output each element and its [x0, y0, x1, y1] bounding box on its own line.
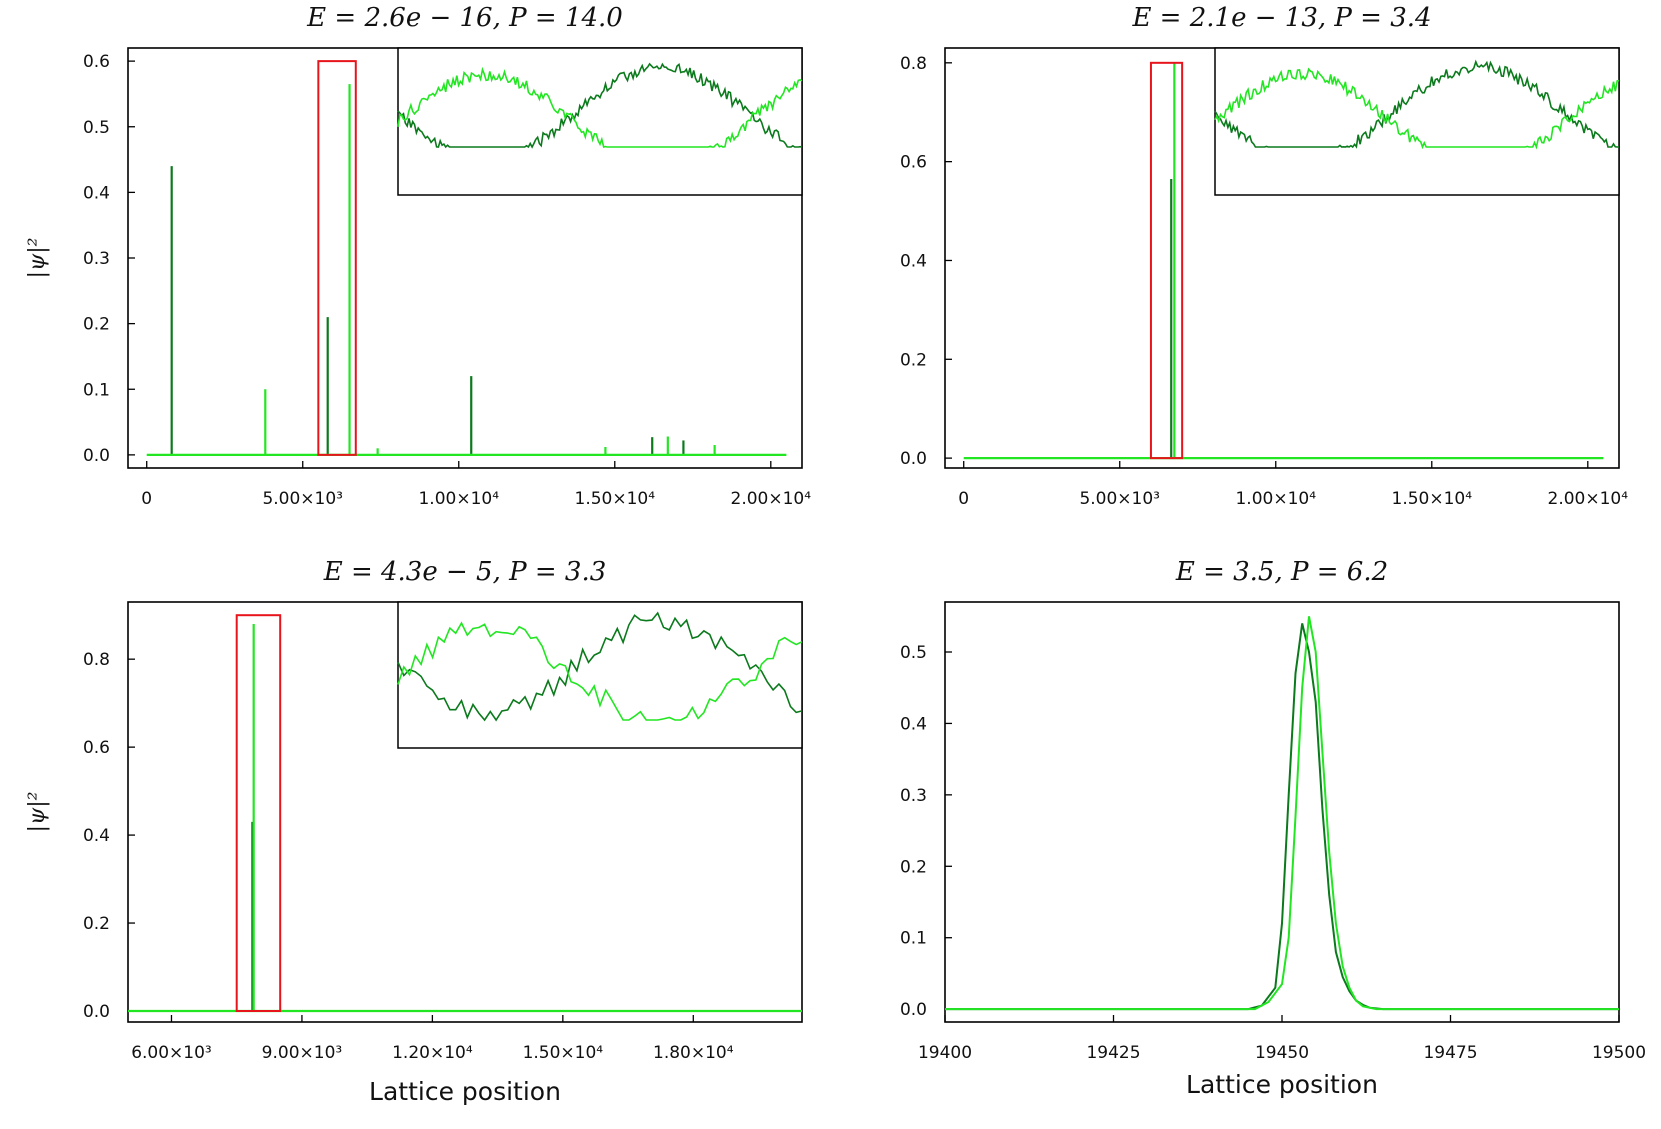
x-tick-label: 1.50×10⁴ [523, 1043, 604, 1063]
inset-frame [397, 47, 803, 196]
y-tick-label: 0.6 [83, 738, 110, 758]
y-tick-label: 0.2 [900, 857, 927, 877]
y-tick-label: 0.5 [83, 118, 110, 138]
inset-series-dark [397, 611, 803, 722]
y-tick-label: 0.6 [83, 52, 110, 72]
x-tick-label: 1.50×10⁴ [1392, 489, 1473, 509]
x-tick-label: 19500 [1592, 1043, 1646, 1063]
x-tick-label: 0 [958, 489, 969, 509]
y-tick-label: 0.4 [83, 183, 110, 203]
y-tick-label: 0.4 [900, 251, 927, 271]
y-tick-label: 0.1 [900, 929, 927, 949]
x-tick-label: 19425 [1086, 1043, 1140, 1063]
chart-title: E = 4.3e − 5, P = 3.3 [323, 557, 607, 587]
y-tick-label: 0.4 [83, 826, 110, 846]
chart-panel-1: E = 2.6e − 16, P = 14.0 0.0 0.1 0.2 0.3 0.4 0.… [25, 3, 811, 509]
x-tick-label: 5.00×10³ [1079, 489, 1160, 509]
y-tick-label: 0.0 [900, 449, 927, 469]
inset-series-light [1214, 67, 1620, 150]
x-tick-label: 1.00×10⁴ [418, 489, 499, 509]
x-axis-label: Lattice position [1186, 1070, 1378, 1099]
y-tick-label: 0.4 [900, 714, 927, 734]
x-tick-label: 9.00×10³ [262, 1043, 343, 1063]
x-tick-label: 19400 [918, 1043, 972, 1063]
chart-panel-4: E = 3.5, P = 6.2 0.0 0.1 0.2 0.3 0.4 0.5 19400 1… [900, 557, 1646, 1099]
inset-frame [397, 601, 803, 749]
x-tick-label: 6.00×10³ [131, 1043, 212, 1063]
chart-title: E = 3.5, P = 6.2 [1175, 557, 1388, 587]
series-line-dark [945, 623, 1619, 1011]
chart-title: E = 2.6e − 16, P = 14.0 [306, 3, 623, 33]
y-axis-label: |ψ|² [25, 238, 50, 279]
y-tick-label: 0.0 [83, 446, 110, 466]
x-tick-label: 0 [141, 489, 152, 509]
y-tick-label: 0.0 [900, 1000, 927, 1020]
x-tick-label: 19475 [1423, 1043, 1477, 1063]
x-tick-label: 1.00×10⁴ [1235, 489, 1316, 509]
inset-frame [1214, 47, 1620, 196]
chart-panel-2: E = 2.1e − 13, P = 3.4 0.0 0.2 0.4 0.6 0.8 0 5.… [900, 3, 1628, 509]
x-tick-label: 2.00×10⁴ [1548, 489, 1629, 509]
chart-panel-3: E = 4.3e − 5, P = 3.3 0.0 0.2 0.4 0.6 0.8 6.00… [25, 557, 803, 1106]
y-tick-label: 0.2 [900, 350, 927, 370]
inset-series-dark [1214, 59, 1619, 149]
y-tick-label: 0.8 [83, 650, 110, 670]
y-tick-label: 0.5 [900, 643, 927, 663]
x-tick-label: 1.80×10⁴ [653, 1043, 734, 1063]
y-tick-label: 0.0 [83, 1002, 110, 1022]
y-tick-label: 0.2 [83, 315, 110, 335]
x-tick-label: 19450 [1255, 1043, 1309, 1063]
x-axis-label: Lattice position [369, 1077, 561, 1106]
y-tick-label: 0.6 [900, 153, 927, 173]
plot-area-frame [944, 601, 1620, 1023]
y-tick-label: 0.2 [83, 914, 110, 934]
inset-series-light [397, 66, 803, 148]
inset-series-dark [397, 62, 803, 149]
x-tick-label: 1.50×10⁴ [575, 489, 656, 509]
y-axis-label: |ψ|² [25, 792, 50, 833]
zoom-highlight-box [235, 614, 282, 1013]
x-tick-label: 2.00×10⁴ [731, 489, 812, 509]
chart-title: E = 2.1e − 13, P = 3.4 [1131, 3, 1431, 33]
inset-series-light [397, 621, 803, 721]
y-tick-label: 0.8 [900, 54, 927, 74]
y-tick-label: 0.3 [83, 249, 110, 269]
x-tick-label: 5.00×10³ [262, 489, 343, 509]
series-line-light [945, 616, 1619, 1011]
y-tick-label: 0.3 [900, 786, 927, 806]
zoom-highlight-box [1149, 61, 1184, 460]
zoom-highlight-box [317, 60, 357, 456]
y-tick-label: 0.1 [83, 380, 110, 400]
x-tick-label: 1.20×10⁴ [392, 1043, 473, 1063]
